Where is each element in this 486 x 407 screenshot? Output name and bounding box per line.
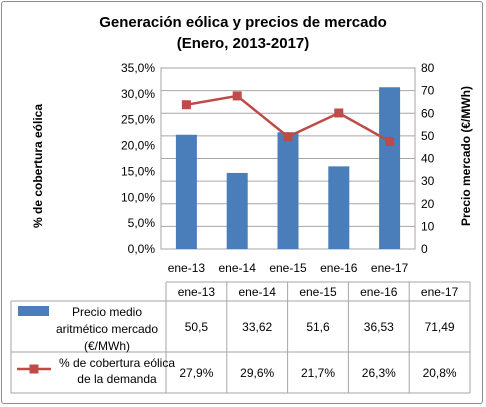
- table-header-cell: ene-15: [299, 285, 337, 299]
- left-axis-ticks: 0,0% 5,0% 10,0% 15,0% 20,0% 25,0% 30,0% 35,0%: [121, 61, 155, 256]
- chart-subtitle: (Enero, 2013-2017): [177, 35, 310, 52]
- point-ene-14: [232, 91, 242, 101]
- category-label: ene-16: [320, 261, 358, 275]
- left-tick-label: 20,0%: [121, 139, 155, 153]
- chart-title: Generación eólica y precios de mercado: [99, 14, 387, 31]
- left-tick-label: 30,0%: [121, 87, 155, 101]
- right-tick-label: 50: [421, 129, 435, 143]
- right-tick-label: 20: [421, 197, 435, 211]
- category-labels: ene-13 ene-14 ene-15 ene-16 ene-17: [168, 261, 409, 275]
- table-cell-coverage: 21,7%: [301, 366, 335, 380]
- table-header-cell: ene-14: [239, 285, 277, 299]
- legend-line-marker: [29, 364, 39, 374]
- table-cell-coverage: 20,8%: [423, 366, 457, 380]
- table-cell-price: 50,5: [185, 320, 209, 334]
- bar-ene-16: [328, 166, 350, 249]
- table-cell-coverage: 27,9%: [179, 366, 213, 380]
- right-tick-label: 80: [421, 61, 435, 75]
- table-header-cell: ene-17: [421, 285, 459, 299]
- table-cell-price: 33,62: [242, 320, 272, 334]
- legend-label-price: Precio medio aritmético mercado (€/MWh): [56, 305, 158, 353]
- point-ene-15: [283, 132, 293, 142]
- point-ene-16: [334, 108, 344, 118]
- left-tick-label: 5,0%: [128, 216, 156, 230]
- bar-ene-14: [226, 172, 248, 249]
- table-cell-price: 36,53: [364, 320, 394, 334]
- category-label: ene-17: [371, 261, 409, 275]
- category-label: ene-13: [168, 261, 206, 275]
- table-cell-price: 51,6: [306, 320, 330, 334]
- table-header-cell: ene-13: [178, 285, 216, 299]
- right-axis-title: Precio mercado (€/MWh): [459, 86, 473, 226]
- table-cell-price: 71,49: [425, 320, 455, 334]
- left-tick-label: 25,0%: [121, 113, 155, 127]
- left-axis-title: % de cobertura eólica: [31, 104, 45, 228]
- bar-ene-17: [379, 87, 401, 249]
- table-header-cell: ene-16: [360, 285, 398, 299]
- legend-label-coverage: % de cobertura eólica de la demanda: [59, 356, 175, 386]
- left-tick-label: 10,0%: [121, 190, 155, 204]
- right-axis-ticks: 0 10 20 30 40 50 60 70 80: [421, 61, 435, 256]
- bars: [175, 87, 401, 249]
- table-cell-coverage: 29,6%: [240, 366, 274, 380]
- bar-ene-15: [277, 132, 299, 249]
- left-tick-label: 15,0%: [121, 164, 155, 178]
- data-table: ene-13 ene-14 ene-15 ene-16 ene-17 50,5 33,62 5…: [10, 281, 471, 394]
- left-tick-label: 0,0%: [128, 242, 156, 256]
- right-tick-label: 0: [421, 242, 428, 256]
- point-ene-17: [385, 136, 395, 146]
- line-series: [181, 91, 395, 146]
- right-tick-label: 30: [421, 174, 435, 188]
- right-tick-label: 70: [421, 84, 435, 98]
- right-tick-label: 60: [421, 106, 435, 120]
- right-tick-label: 10: [421, 219, 435, 233]
- point-ene-13: [181, 100, 191, 110]
- legend-bar-key: [18, 306, 49, 316]
- category-label: ene-14: [219, 261, 257, 275]
- bar-ene-13: [175, 134, 197, 249]
- left-tick-label: 35,0%: [121, 61, 155, 75]
- category-label: ene-15: [269, 261, 307, 275]
- right-tick-label: 40: [421, 152, 435, 166]
- table-cell-coverage: 26,3%: [362, 366, 396, 380]
